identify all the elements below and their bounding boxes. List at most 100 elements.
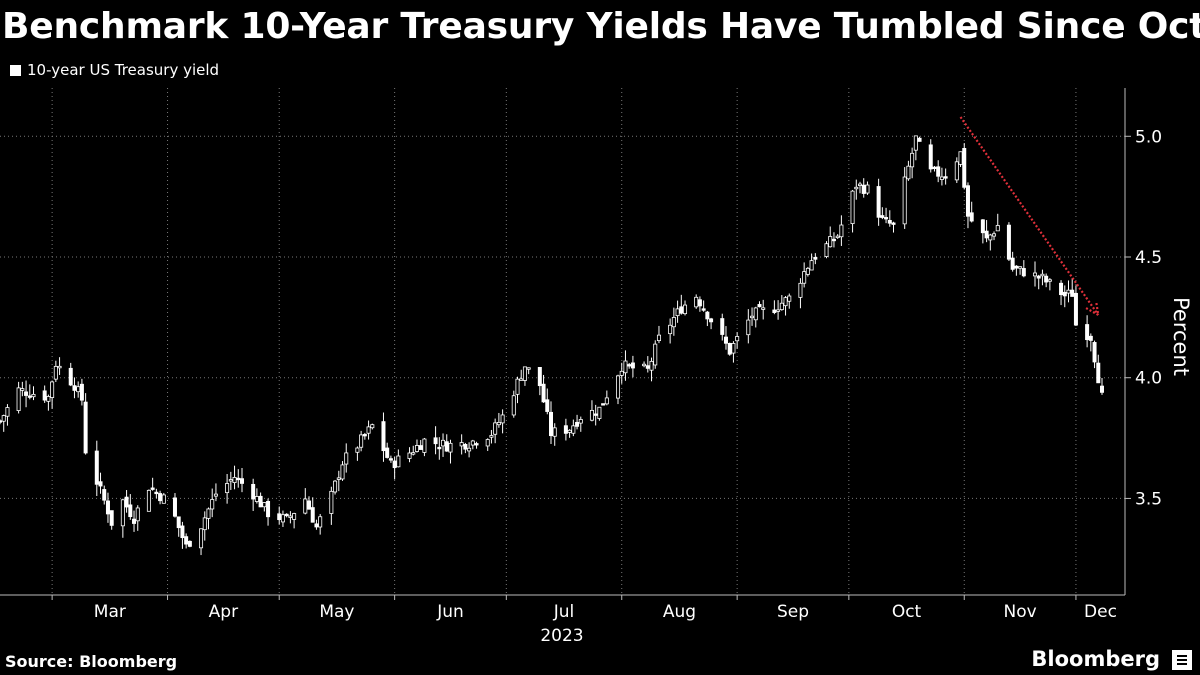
candle-body — [649, 360, 654, 371]
candle-body — [876, 186, 881, 218]
candle-body — [1092, 342, 1097, 363]
candle-body — [344, 452, 349, 465]
candle-body — [1062, 291, 1067, 297]
candle-body — [965, 185, 970, 217]
candle-body — [496, 421, 501, 426]
candle-body — [787, 295, 792, 302]
candle-body — [723, 336, 728, 344]
candle-body — [1, 415, 6, 422]
candle-body — [831, 238, 836, 242]
candle-body — [701, 308, 706, 311]
candle-body — [161, 494, 166, 504]
candle-body — [199, 528, 204, 549]
legend: 10-year US Treasury yield — [10, 61, 219, 79]
candle-body — [575, 421, 580, 427]
candle-body — [1096, 362, 1101, 384]
candle-body — [545, 399, 550, 412]
candle-body — [407, 452, 412, 459]
candle-body — [861, 184, 866, 194]
candle-body — [16, 387, 21, 412]
candle-body — [314, 523, 319, 528]
candle-body — [414, 445, 419, 452]
candle-body — [563, 425, 568, 434]
candle-body — [359, 434, 364, 448]
candle-body — [53, 365, 58, 380]
candle-body — [731, 343, 736, 354]
candle-body — [158, 493, 163, 502]
candle-body — [1073, 292, 1078, 326]
candle-body — [485, 439, 490, 447]
candle-body — [68, 367, 73, 386]
candle-body — [254, 496, 259, 502]
candle-body — [917, 137, 922, 142]
candle-body — [333, 480, 338, 493]
candle-body — [656, 334, 661, 342]
candle-body — [225, 483, 230, 494]
candle-body — [865, 184, 870, 194]
candle-body — [928, 144, 933, 170]
candle-body — [541, 383, 546, 403]
candle-body — [172, 497, 177, 517]
candle-body — [355, 447, 360, 453]
candle-body — [1044, 275, 1049, 283]
candle-body — [1018, 266, 1023, 269]
candle-body — [50, 381, 55, 398]
candle-body — [962, 148, 967, 188]
candle-body — [511, 395, 516, 416]
candle-body — [474, 443, 479, 446]
candle-body — [1010, 257, 1015, 270]
candle-body — [880, 215, 885, 218]
trend-arrow-head — [1085, 300, 1100, 318]
candle-body — [567, 429, 572, 433]
candle-body — [251, 483, 256, 500]
candle-body — [396, 455, 401, 468]
candle-body — [31, 393, 36, 398]
candle-body — [292, 513, 297, 520]
candle-body — [642, 363, 647, 367]
candle-body — [850, 190, 855, 225]
candle-body — [102, 489, 107, 501]
candle-body — [809, 260, 814, 271]
candle-body — [79, 383, 84, 401]
candle-body — [988, 234, 993, 241]
candle-body — [828, 236, 833, 248]
candle-body — [954, 161, 959, 181]
candle-body — [709, 318, 714, 323]
candle-body — [616, 375, 621, 399]
candle-body — [824, 243, 829, 257]
candle-body — [418, 445, 423, 450]
candle-body — [630, 362, 635, 369]
candle-body — [891, 222, 896, 225]
candle-body — [303, 498, 308, 514]
source-note: Source: Bloomberg — [5, 652, 178, 671]
candle-body — [992, 233, 997, 237]
candle-body — [146, 489, 151, 512]
candle-body — [98, 481, 103, 487]
candle-body — [213, 493, 218, 497]
candle-body — [467, 447, 472, 452]
candle-body — [1021, 268, 1026, 277]
candle-body — [72, 385, 77, 391]
x-tick-label: May — [319, 602, 354, 622]
candle-body — [307, 500, 312, 510]
y-axis-label: Percent — [1169, 297, 1193, 376]
candle-body — [232, 477, 237, 484]
candle-body — [653, 343, 658, 366]
candle-body — [697, 299, 702, 307]
x-tick-label: Aug — [663, 602, 696, 622]
x-tick-label: Oct — [892, 602, 922, 622]
candle-body — [858, 183, 863, 186]
candle-body — [284, 513, 289, 517]
candle-body — [552, 427, 557, 437]
candle-body — [187, 540, 192, 547]
candle-body — [493, 422, 498, 435]
candle-body — [202, 517, 207, 531]
candle-body — [1100, 385, 1105, 393]
x-tick-label: Jun — [436, 602, 464, 622]
candle-body — [1066, 289, 1071, 294]
x-year-label: 2023 — [540, 626, 583, 646]
candle-body — [943, 176, 948, 179]
candle-body — [437, 446, 442, 450]
chart-title: Benchmark 10-Year Treasury Yields Have T… — [2, 6, 1200, 47]
candle-body — [753, 307, 758, 321]
